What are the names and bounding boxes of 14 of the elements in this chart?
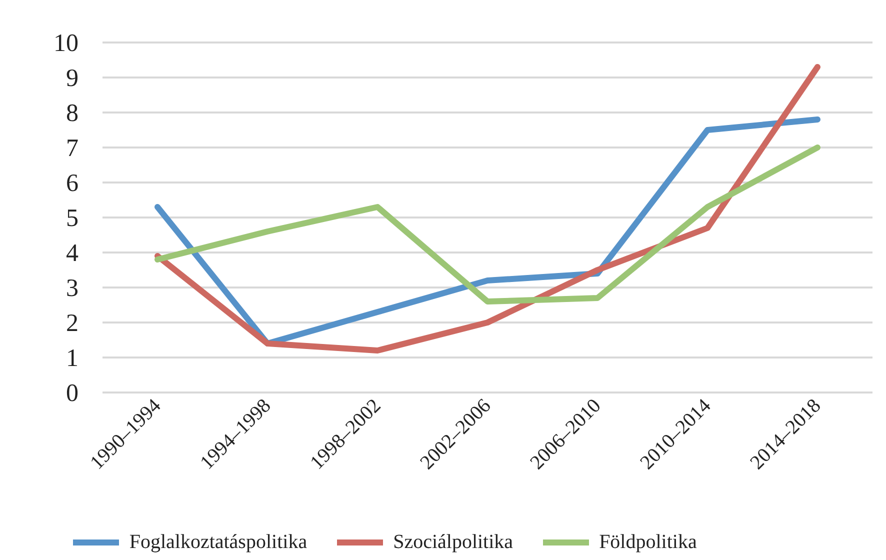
legend-label: Szociálpolitika <box>393 530 514 554</box>
legend-label: Foglalkoztatáspolitika <box>129 530 308 554</box>
y-tick-label: 3 <box>66 275 78 302</box>
y-tick-label: 9 <box>66 65 78 92</box>
y-tick-label: 5 <box>66 205 78 232</box>
y-tick-label: 2 <box>66 310 78 337</box>
y-tick-label: 1 <box>66 345 78 372</box>
y-tick-label: 7 <box>66 135 78 162</box>
legend-label: Földpolitika <box>599 530 697 554</box>
y-tick-label: 0 <box>66 380 78 407</box>
y-tick-label: 8 <box>66 100 78 127</box>
y-tick-label: 10 <box>54 30 78 57</box>
y-tick-label: 6 <box>66 170 78 197</box>
y-tick-label: 4 <box>66 240 79 267</box>
